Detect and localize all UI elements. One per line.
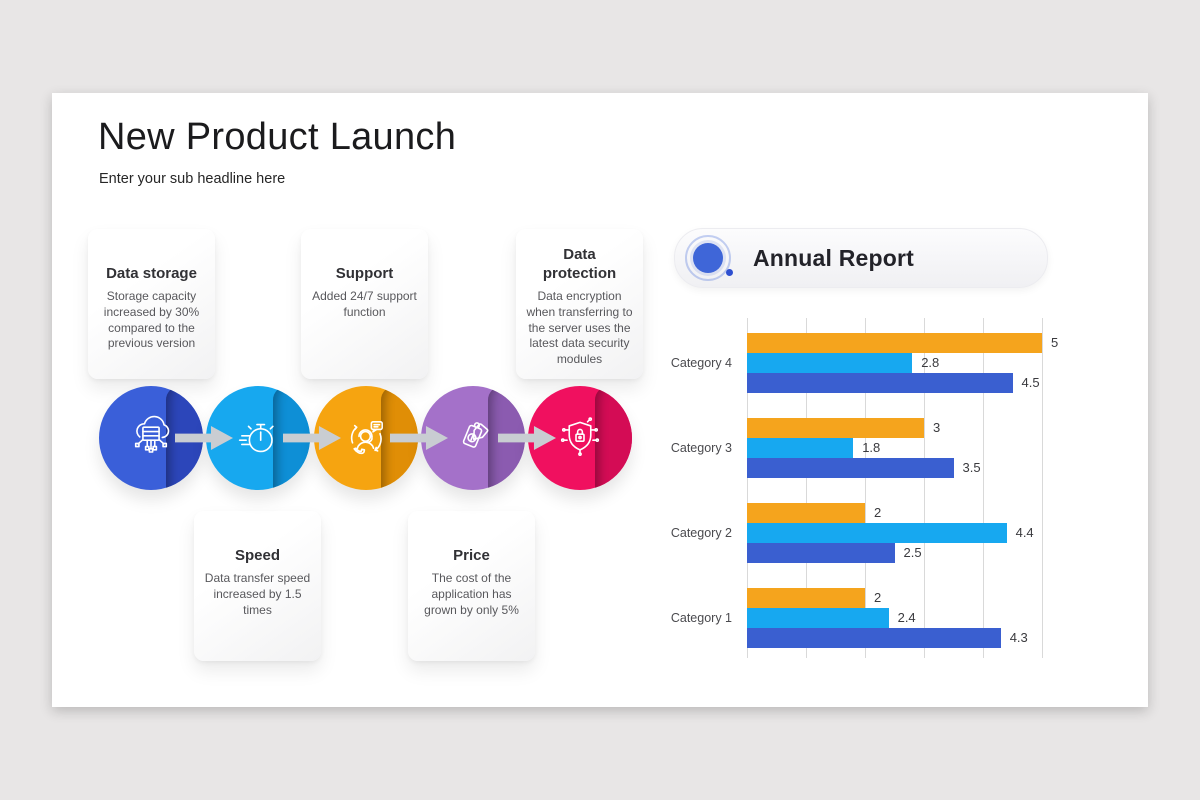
circle-fold: [594, 386, 632, 490]
price-tags-icon: [421, 386, 525, 490]
feature-card-data-storage: Data storage Storage capacity increased …: [88, 229, 215, 379]
bar-value-label: 2.4: [897, 610, 916, 625]
bar-chart: Category 4 5 2.8 4.5 Category 3 3 1.8 3.5 Catego…: [671, 318, 1058, 658]
bar-value-label: 4.5: [1021, 375, 1040, 390]
bar-value-label: 3: [933, 420, 941, 435]
feature-card-support: Support Added 24/7 support function: [301, 229, 428, 379]
bar-royal-blue: [747, 373, 1013, 393]
chart-gridline: [865, 318, 866, 658]
bar-value-label: 4.4: [1015, 525, 1034, 540]
bar-value-label: 1.8: [862, 440, 881, 455]
card-description: Added 24/7 support function: [312, 289, 417, 319]
bar-orange: [747, 418, 924, 438]
annual-report-dot-icon: [685, 235, 733, 281]
card-description: The cost of the application has grown by…: [424, 571, 519, 617]
shield-lock-icon: [528, 386, 632, 490]
bar-value-label: 4.3: [1009, 630, 1028, 645]
card-description: Data transfer speed increased by 1.5 tim…: [204, 571, 311, 617]
cloud-server-icon: [99, 386, 203, 490]
chart-gridline: [806, 318, 807, 658]
report-title: Annual Report: [753, 244, 915, 271]
bar-value-label: 3.5: [962, 460, 981, 475]
stopwatch-icon: [206, 386, 310, 490]
card-description: Storage capacity increased by 30% compar…: [103, 289, 200, 351]
chart-gridline: [983, 318, 984, 658]
bar-light-blue: [747, 353, 913, 373]
card-title: Support: [335, 264, 394, 282]
chart-gridline: [924, 318, 925, 658]
category-label: Category 4: [670, 356, 732, 370]
card-title: Data storage: [106, 264, 197, 282]
icon-core: [693, 243, 723, 273]
card-title: Data protection: [542, 246, 617, 282]
category-label: Category 3: [670, 441, 732, 455]
feature-card-speed: Speed Data transfer speed increased by 1…: [194, 511, 321, 661]
bar-orange: [747, 333, 1042, 353]
category-label: Category 1: [670, 611, 732, 625]
bar-royal-blue: [747, 628, 1001, 648]
bar-light-blue: [747, 523, 1007, 543]
feature-card-price: Price The cost of the application has gr…: [408, 511, 535, 661]
bar-value-label: 2: [874, 505, 882, 520]
card-title: Speed: [234, 546, 280, 564]
bar-value-label: 2: [874, 590, 882, 605]
bar-light-blue: [747, 438, 854, 458]
chart-gridline: [747, 318, 748, 658]
bar-orange: [747, 503, 865, 523]
card-description: Data encryption when transferring to the…: [526, 289, 633, 367]
bar-value-label: 2.5: [903, 545, 922, 560]
bar-royal-blue: [747, 543, 895, 563]
category-label: Category 2: [670, 526, 732, 540]
bar-value-label: 2.8: [921, 355, 940, 370]
slide-title: New Product Launch: [98, 116, 457, 158]
annual-report-header: Annual Report: [674, 228, 1048, 288]
chart-gridline: [1042, 318, 1043, 658]
card-title: Price: [453, 546, 490, 564]
support-agent-icon: [314, 386, 418, 490]
icon-dot: [726, 269, 733, 276]
bar-royal-blue: [747, 458, 954, 478]
bar-light-blue: [747, 608, 889, 628]
bar-value-label: 5: [1051, 335, 1059, 350]
feature-card-data-protection: Data protection Data encryption when tra…: [516, 229, 643, 379]
slide-subtitle: Enter your sub headline here: [99, 171, 286, 187]
slide: New Product Launch Enter your sub headli…: [52, 93, 1148, 707]
icon-ring: [685, 235, 731, 281]
bar-orange: [747, 588, 865, 608]
